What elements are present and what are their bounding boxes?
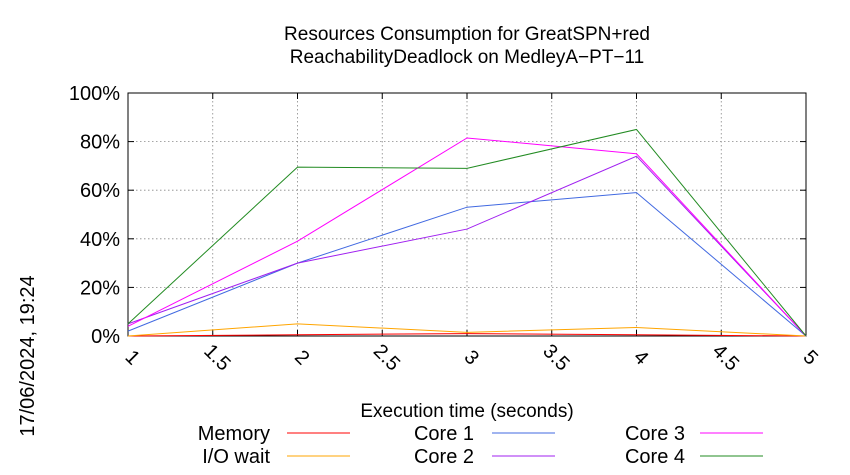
grid [128, 93, 806, 336]
y-tick-label-5: 100% [69, 83, 120, 105]
y-tick-label-4: 80% [80, 132, 120, 154]
x-tick-label-4: 3 [460, 346, 483, 369]
series-line-memory [127, 333, 807, 337]
y-tick-label-3: 60% [80, 180, 120, 202]
x-tick-label-1: 1.5 [199, 340, 234, 375]
x-tick-label-7: 4.5 [708, 340, 743, 375]
legend-label-i-o-wait: I/O wait [202, 446, 270, 468]
series-line-i-o-wait [127, 323, 807, 337]
x-tick-label-8: 5 [799, 346, 822, 369]
series-line-core-3 [127, 137, 807, 337]
legend-label-core-2: Core 2 [414, 446, 474, 468]
legend-label-core-4: Core 4 [625, 446, 685, 468]
legend-label-core-1: Core 1 [414, 423, 474, 445]
series-line-core-4 [127, 128, 807, 337]
y-tick-label-1: 20% [80, 277, 120, 299]
series-line-core-2 [127, 155, 807, 337]
chart-title-line-1: Resources Consumption for GreatSPN+red [284, 24, 650, 45]
x-tick-label-6: 4 [629, 346, 652, 369]
legend-label-memory: Memory [198, 423, 270, 445]
x-tick-label-3: 2.5 [369, 340, 404, 375]
x-tick-labels: 1 1.5 2 2.5 3 3.5 4 4.5 5 [121, 340, 822, 375]
y-tick-labels: 0% 20% 40% 60% 80% 100% [69, 83, 120, 348]
x-tick-label-2: 2 [290, 346, 313, 369]
x-axis-label: Execution time (seconds) [360, 401, 573, 422]
x-tick-label-5: 3.5 [538, 340, 573, 375]
timestamp-label: 17/06/2024, 19:24 [17, 275, 39, 436]
legend-label-core-3: Core 3 [625, 423, 685, 445]
x-tick-label-0: 1 [121, 346, 144, 369]
y-tick-label-0: 0% [91, 326, 120, 348]
series-line-core-1 [127, 192, 807, 337]
y-tick-label-2: 40% [80, 229, 120, 251]
chart-title-line-2: ReachabilityDeadlock on MedleyA−PT−11 [290, 47, 645, 68]
series-lines [127, 128, 807, 337]
